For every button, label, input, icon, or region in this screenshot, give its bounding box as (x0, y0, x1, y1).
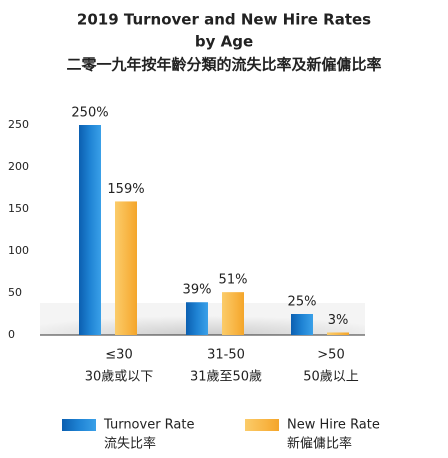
x-tick-label: 31歲至50歲 (190, 370, 262, 385)
legend-swatch (62, 419, 96, 431)
bar (186, 302, 208, 335)
x-tick-label: >50 (317, 348, 344, 363)
x-tick-label: ≤30 (105, 348, 132, 363)
bar (115, 201, 137, 335)
y-tick-label: 250 (8, 118, 29, 131)
chart-title: by Age (195, 33, 253, 51)
value-label: 3% (328, 313, 349, 328)
x-tick-label: 31-50 (207, 348, 245, 363)
value-label: 39% (183, 283, 212, 298)
bar (222, 292, 244, 335)
y-tick-label: 50 (8, 286, 22, 299)
y-tick-label: 0 (8, 328, 15, 341)
bar (327, 332, 349, 335)
x-tick-label: 30歲或以下 (85, 370, 154, 385)
chart-title: 二零一九年按年齡分類的流失比率及新僱傭比率 (66, 56, 381, 74)
value-label: 25% (288, 295, 317, 310)
chart-title: 2019 Turnover and New Hire Rates (77, 11, 371, 29)
legend-label: 新僱傭比率 (287, 436, 352, 452)
y-tick-label: 200 (8, 160, 29, 173)
legend-label: Turnover Rate (103, 418, 195, 433)
legend-label: New Hire Rate (287, 418, 380, 433)
value-label: 250% (71, 106, 108, 121)
value-label: 51% (219, 273, 248, 288)
bar (291, 314, 313, 335)
y-tick-label: 100 (8, 244, 29, 257)
value-label: 159% (107, 182, 144, 197)
legend-label: 流失比率 (104, 436, 156, 452)
x-tick-label: 50歲以上 (303, 370, 359, 385)
bar (79, 125, 101, 335)
y-tick-label: 150 (8, 202, 29, 215)
legend-swatch (245, 419, 279, 431)
